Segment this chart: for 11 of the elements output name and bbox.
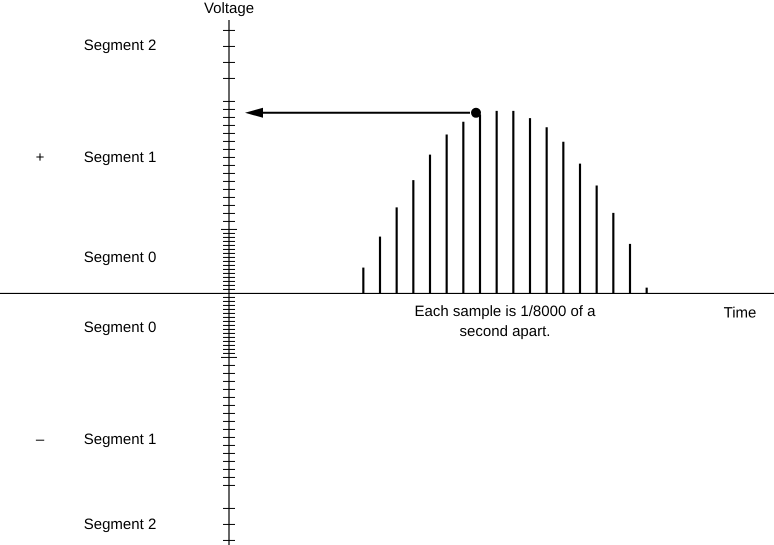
text: Segment 0: [84, 319, 156, 336]
text: Segment 2: [84, 37, 156, 54]
text: Segment 1: [84, 431, 156, 448]
text: +: [36, 149, 45, 166]
text: Segment 1: [84, 149, 156, 166]
text: Segment 2: [84, 516, 156, 534]
x-axis-title: Time: [724, 304, 756, 322]
text: Each sample is 1/8000 of a second apart.: [414, 303, 596, 340]
text: Segment 0: [84, 249, 156, 266]
text: –: [36, 431, 45, 448]
text: Voltage: [204, 0, 254, 18]
